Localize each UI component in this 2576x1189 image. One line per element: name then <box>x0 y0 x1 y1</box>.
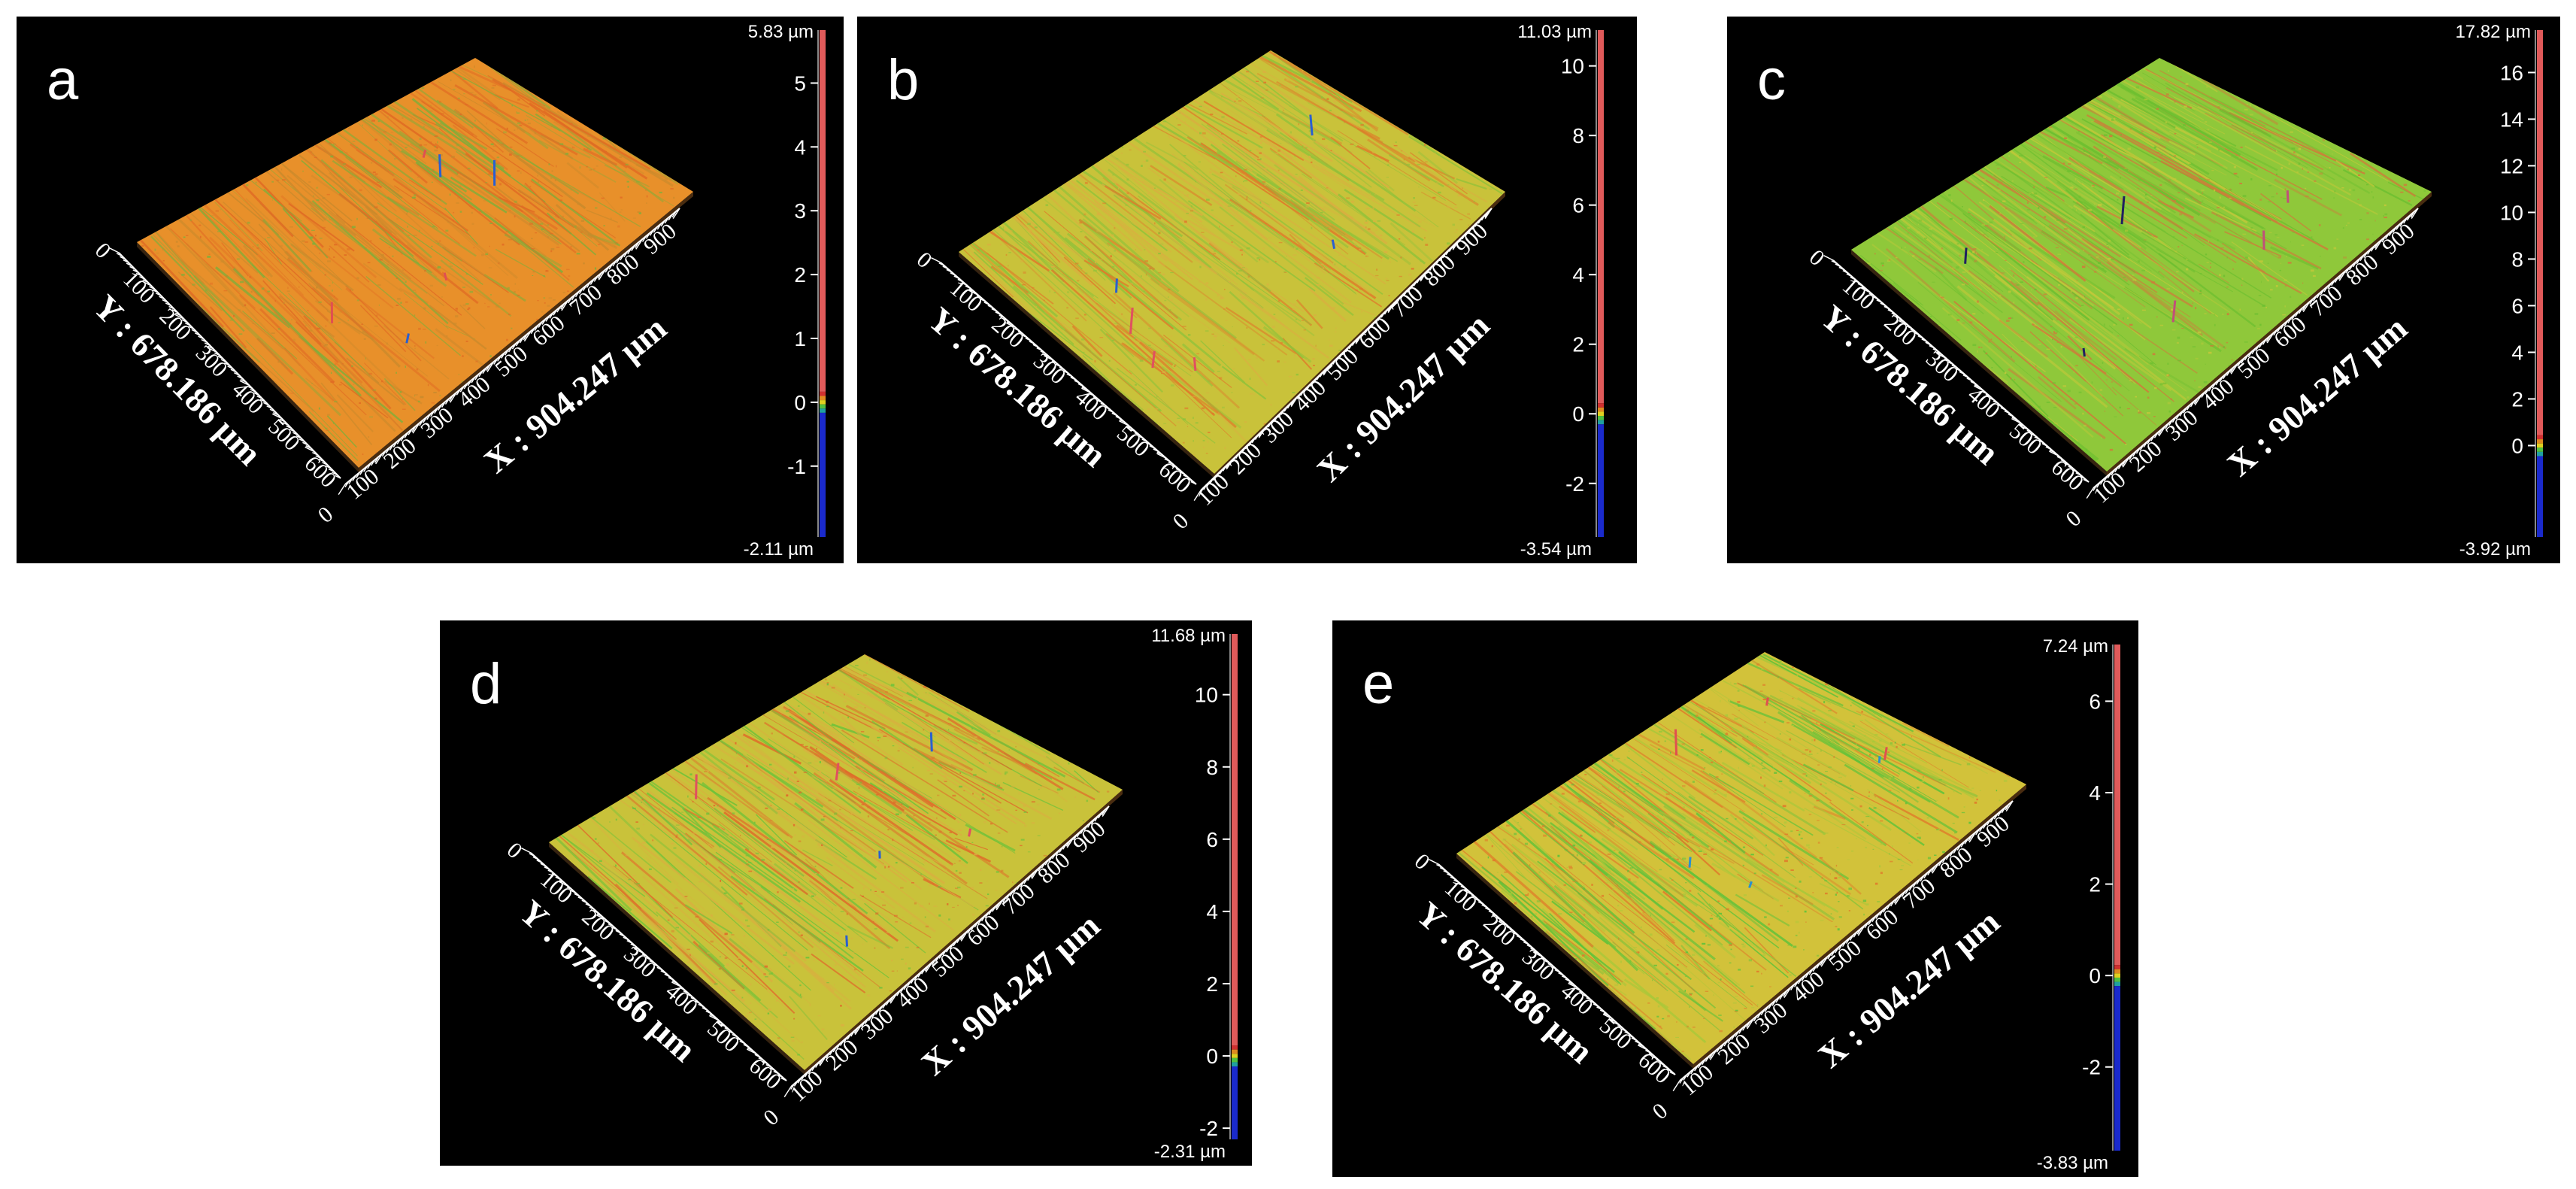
scale-tick-label: 4 <box>1572 263 1584 287</box>
scale-tick-label: 10 <box>1195 684 1218 707</box>
y-tick-label: 500 <box>1595 1013 1637 1054</box>
y-tick-label: 500 <box>702 1016 744 1057</box>
surface-panel-a: 0 100 200 300 400 500 600 700 800 900 X : 904.247 … <box>17 17 844 563</box>
color-scale-bar: 5 4 3 2 1 0 -1 5.83 µm -2.11 µm <box>744 22 826 560</box>
scale-tick-label: 6 <box>1206 828 1218 851</box>
x-tick-label: 0 <box>314 502 338 528</box>
y-tick-label: 500 <box>1112 421 1154 462</box>
color-scale-bar: 6 4 2 0 -2 7.24 µm -3.83 µm <box>2037 636 2120 1173</box>
scale-tick-label: -1 <box>787 455 806 478</box>
scale-tick-label: 0 <box>2089 964 2101 987</box>
scale-tick-label: 0 <box>794 391 806 414</box>
surface-texture <box>555 654 1110 1060</box>
scale-tick-label: 6 <box>2511 294 2523 317</box>
x-tick-label: 0 <box>1648 1098 1673 1124</box>
panel-label: a <box>47 48 79 112</box>
y-tick-label: 500 <box>263 414 305 456</box>
scale-tick-label: 0 <box>1572 402 1584 426</box>
scale-tick-label: 0 <box>2511 434 2523 457</box>
scale-tick-label: 10 <box>2500 201 2523 224</box>
color-scale-bar: 16 14 12 10 8 6 4 2 0 17.82 µm -3.92 µm <box>2455 22 2543 560</box>
x-tick-label: 100 <box>786 1066 828 1107</box>
scale-tick-label: 4 <box>2089 781 2101 805</box>
x-tick-label: 100 <box>2089 467 2131 508</box>
color-scale-bar: 10 8 6 4 2 0 -2 11.68 µm -2.31 µm <box>1151 626 1238 1162</box>
scale-tick-label: 4 <box>794 135 806 159</box>
scale-tick-label: -2 <box>1565 472 1584 496</box>
scale-tick-label: 4 <box>1206 900 1218 924</box>
surface-texture <box>1851 58 2426 462</box>
scale-tick-label: 14 <box>2500 108 2523 131</box>
scale-tick-label: 2 <box>1572 333 1584 356</box>
scale-max-label: 11.03 µm <box>1517 22 1592 42</box>
panel-label: e <box>1362 652 1394 716</box>
color-scale-bar: 10 8 6 4 2 0 -2 11.03 µm -3.54 µm <box>1517 22 1604 560</box>
y-tick-label: 500 <box>2005 419 2047 460</box>
scale-tick-label: 2 <box>794 263 806 287</box>
x-tick-label: 100 <box>342 464 384 505</box>
scale-tick-label: 8 <box>1572 124 1584 147</box>
x-tick-label: 100 <box>1676 1060 1718 1100</box>
y-tick-label: 600 <box>1633 1048 1675 1089</box>
surface-panel-b: 0 100 200 300 400 500 600 700 800 900 X : 904.247 … <box>857 17 1637 563</box>
y-tick-label: 600 <box>299 451 341 493</box>
scale-max-label: 5.83 µm <box>748 22 814 42</box>
scale-max-label: 11.68 µm <box>1151 626 1226 646</box>
x-tick-label: 0 <box>759 1105 783 1131</box>
y-tick-label: 600 <box>2047 455 2089 496</box>
y-tick-label: 600 <box>1154 457 1196 498</box>
y-tick-label: 0 <box>1410 849 1435 875</box>
scale-tick-label: 16 <box>2500 61 2523 84</box>
scale-tick-label: -2 <box>2082 1056 2101 1079</box>
surface-texture <box>1457 654 2011 1061</box>
scale-tick-label: 8 <box>1206 756 1218 779</box>
scale-tick-label: 8 <box>2511 247 2523 271</box>
scale-min-label: -3.83 µm <box>2037 1153 2108 1173</box>
y-tick-label: 600 <box>744 1054 786 1095</box>
surface-texture <box>962 50 1503 456</box>
surface-panel-c: 0 100 200 300 400 500 600 700 800 900 X : 904.247 … <box>1727 17 2560 563</box>
panel-label: b <box>887 48 919 112</box>
scale-min-label: -2.11 µm <box>744 539 814 560</box>
scale-tick-label: 6 <box>2089 690 2101 713</box>
surface-texture <box>140 58 683 464</box>
scale-tick-label: 3 <box>794 199 806 223</box>
scale-tick-label: 6 <box>1572 194 1584 217</box>
scale-tick-label: -2 <box>1199 1117 1218 1140</box>
surface-panel-e: 0 100 200 300 400 500 600 700 800 900 X : 904.247 … <box>1332 620 2138 1177</box>
y-tick-label: 0 <box>1805 244 1829 271</box>
y-tick-label: 0 <box>912 247 937 273</box>
scale-min-label: -2.31 µm <box>1154 1142 1226 1162</box>
scale-tick-label: 0 <box>1206 1045 1218 1068</box>
scale-tick-label: 10 <box>1561 55 1584 78</box>
scale-tick-label: 12 <box>2500 154 2523 177</box>
panel-label: d <box>470 652 502 716</box>
scale-tick-label: 2 <box>2511 387 2523 411</box>
panel-label: c <box>1757 48 1786 112</box>
scale-max-label: 17.82 µm <box>2455 22 2531 42</box>
x-tick-label: 0 <box>1168 508 1194 534</box>
scale-max-label: 7.24 µm <box>2043 636 2108 657</box>
scale-tick-label: 2 <box>1206 972 1218 996</box>
x-tick-label: 0 <box>2061 505 2086 532</box>
x-tick-label: 100 <box>1193 469 1234 511</box>
scale-tick-label: 2 <box>2089 873 2101 896</box>
surface-panel-d: 0 100 200 300 400 500 600 700 800 900 X : 904.247 … <box>440 620 1252 1166</box>
scale-tick-label: 5 <box>794 71 806 95</box>
y-tick-label: 0 <box>90 238 116 263</box>
scale-tick-label: 1 <box>794 327 806 350</box>
scale-tick-label: 4 <box>2511 341 2523 364</box>
surface-map <box>549 654 1123 1070</box>
scale-min-label: -3.54 µm <box>1520 539 1592 560</box>
scale-min-label: -3.92 µm <box>2459 539 2531 560</box>
y-tick-label: 0 <box>502 838 527 864</box>
